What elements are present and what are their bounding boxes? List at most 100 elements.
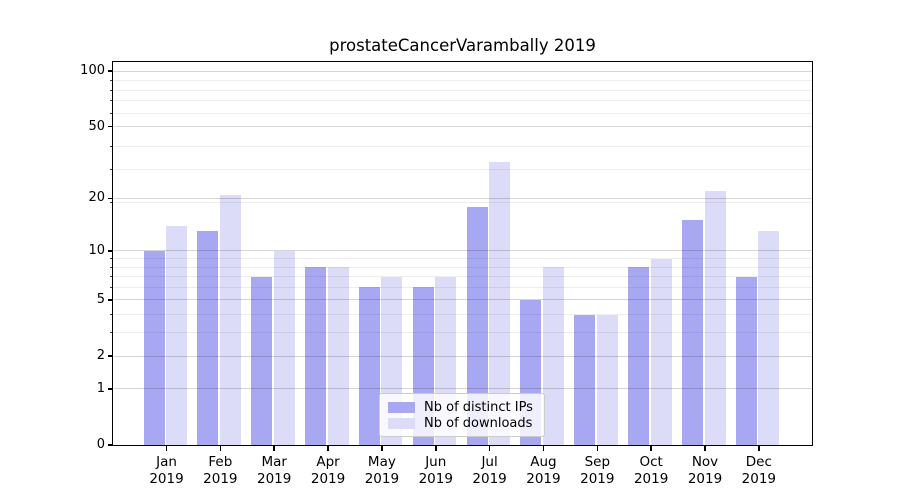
major-gridline bbox=[113, 355, 812, 357]
y-minor-tick bbox=[110, 169, 113, 171]
bar-downloads-aug bbox=[542, 267, 564, 445]
x-tick bbox=[758, 445, 760, 451]
minor-gridline bbox=[113, 89, 812, 91]
x-tick bbox=[596, 445, 599, 451]
x-tick-label: Jun 2019 bbox=[418, 454, 453, 487]
y-tick bbox=[107, 444, 113, 446]
x-tick-label: Dec 2019 bbox=[741, 454, 777, 487]
bar-downloads-feb bbox=[219, 194, 241, 445]
y-minor-tick bbox=[110, 145, 113, 147]
minor-gridline bbox=[113, 145, 812, 147]
x-tick-label: Jan 2019 bbox=[149, 454, 184, 487]
x-tick-label: Sep 2019 bbox=[580, 454, 615, 487]
y-tick-label: 10 bbox=[88, 242, 105, 258]
bar-distinct-ips-feb bbox=[197, 231, 219, 445]
x-tick bbox=[273, 445, 275, 451]
bar-distinct-ips-nov bbox=[682, 220, 703, 445]
minor-gridline bbox=[113, 201, 812, 203]
x-tick bbox=[219, 445, 222, 451]
legend-entry-downloads: Nb of downloads bbox=[388, 415, 536, 431]
y-tick bbox=[107, 70, 113, 72]
x-tick-label: Nov 2019 bbox=[687, 454, 723, 487]
major-gridline bbox=[113, 70, 812, 72]
x-tick bbox=[704, 445, 706, 451]
minor-gridline bbox=[113, 169, 812, 171]
y-tick-label: 5 bbox=[96, 291, 105, 307]
legend-swatch-downloads-icon bbox=[388, 417, 415, 429]
y-minor-tick bbox=[110, 89, 113, 91]
y-minor-tick bbox=[110, 201, 113, 203]
legend-label-distinct-ips: Nb of distinct IPs bbox=[424, 399, 533, 415]
y-minor-tick bbox=[110, 100, 113, 102]
y-tick bbox=[107, 355, 113, 357]
minor-gridline bbox=[113, 258, 812, 259]
major-gridline bbox=[113, 197, 812, 199]
bar-downloads-mar bbox=[273, 250, 295, 445]
x-tick bbox=[488, 445, 491, 451]
x-tick-label: Aug 2019 bbox=[526, 454, 561, 487]
bar-distinct-ips-apr bbox=[305, 267, 327, 445]
y-minor-tick bbox=[110, 286, 113, 288]
x-tick bbox=[542, 445, 545, 451]
bar-distinct-ips-mar bbox=[251, 276, 273, 445]
minor-gridline bbox=[113, 314, 812, 316]
y-minor-tick bbox=[110, 276, 113, 278]
y-tick bbox=[107, 388, 113, 390]
legend-swatch-distinct-ips-icon bbox=[388, 401, 415, 413]
y-minor-tick bbox=[110, 266, 113, 268]
bar-downloads-sep bbox=[596, 314, 618, 445]
y-minor-tick bbox=[110, 112, 113, 114]
y-tick-label: 20 bbox=[88, 190, 105, 206]
minor-gridline bbox=[113, 80, 812, 82]
y-minor-tick bbox=[110, 332, 113, 334]
minor-gridline bbox=[113, 286, 812, 288]
legend: Nb of distinct IPs Nb of downloads bbox=[379, 393, 545, 437]
x-tick-label: Jul 2019 bbox=[472, 454, 507, 487]
major-gridline bbox=[113, 126, 812, 128]
bar-distinct-ips-jan bbox=[143, 250, 165, 445]
x-tick bbox=[381, 445, 383, 451]
y-tick-label: 2 bbox=[96, 348, 105, 364]
y-tick-label: 0 bbox=[96, 437, 105, 452]
y-tick bbox=[107, 197, 113, 200]
y-minor-tick bbox=[110, 258, 113, 259]
y-minor-tick bbox=[110, 80, 113, 82]
major-gridline bbox=[113, 250, 812, 252]
y-tick-label: 1 bbox=[96, 380, 105, 396]
x-tick-label: Feb 2019 bbox=[203, 454, 238, 487]
y-tick-label: 50 bbox=[88, 118, 105, 134]
bar-distinct-ips-sep bbox=[574, 314, 596, 445]
legend-entry-distinct-ips: Nb of distinct IPs bbox=[388, 399, 536, 415]
bar-distinct-ips-dec bbox=[735, 276, 757, 445]
minor-gridline bbox=[113, 332, 812, 334]
y-tick-label: 100 bbox=[80, 63, 105, 79]
x-tick-label: Apr 2019 bbox=[310, 454, 346, 487]
x-tick-label: Mar 2019 bbox=[257, 454, 292, 487]
bar-downloads-jan bbox=[166, 225, 187, 445]
y-tick bbox=[107, 299, 113, 301]
bar-downloads-nov bbox=[704, 191, 726, 445]
y-minor-tick bbox=[110, 314, 113, 316]
bar-distinct-ips-jul bbox=[466, 206, 488, 445]
plot-area: 0 1 2 5 10 20 50 100 Jan 2019 Feb 2019 Mar 2019 Apr… bbox=[80, 61, 813, 487]
minor-gridline bbox=[113, 112, 812, 114]
x-tick bbox=[327, 445, 329, 451]
x-tick bbox=[435, 445, 437, 451]
bar-downloads-dec bbox=[758, 231, 780, 445]
y-tick bbox=[107, 250, 113, 252]
bar-downloads-jul bbox=[489, 161, 511, 445]
minor-gridline bbox=[113, 276, 812, 278]
minor-gridline bbox=[113, 100, 812, 102]
chart-title: prostateCancerVarambally 2019 bbox=[329, 36, 596, 55]
bar-distinct-ips-oct bbox=[628, 267, 650, 445]
x-tick-label: May 2019 bbox=[364, 454, 400, 487]
legend-label-downloads: Nb of downloads bbox=[424, 415, 533, 431]
bar-distinct-ips-may bbox=[358, 287, 380, 445]
x-tick-label: Oct 2019 bbox=[633, 454, 669, 487]
major-gridline bbox=[113, 299, 812, 301]
y-tick bbox=[107, 125, 113, 128]
minor-gridline bbox=[113, 266, 812, 268]
major-gridline bbox=[113, 388, 812, 390]
x-tick bbox=[650, 445, 652, 451]
